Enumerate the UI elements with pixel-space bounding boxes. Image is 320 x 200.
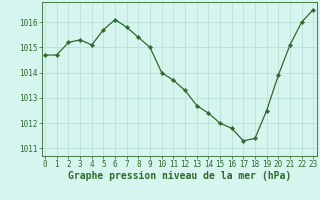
X-axis label: Graphe pression niveau de la mer (hPa): Graphe pression niveau de la mer (hPa): [68, 171, 291, 181]
